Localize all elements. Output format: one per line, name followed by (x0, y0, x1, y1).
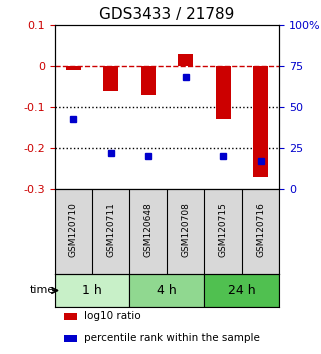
Text: GSM120648: GSM120648 (144, 202, 153, 257)
Text: 24 h: 24 h (228, 284, 256, 297)
Bar (55, 274, 129, 307)
Bar (178, 53, 193, 66)
Bar (64, 335, 77, 342)
Text: GSM120715: GSM120715 (219, 202, 228, 257)
Bar (204, 274, 279, 307)
Text: time: time (30, 285, 55, 296)
Bar (64, 313, 77, 320)
Text: percentile rank within the sample: percentile rank within the sample (84, 333, 260, 343)
Text: 1 h: 1 h (82, 284, 102, 297)
Bar (141, 66, 156, 95)
Text: GSM120710: GSM120710 (69, 202, 78, 257)
Text: GSM120716: GSM120716 (256, 202, 265, 257)
Text: GSM120708: GSM120708 (181, 202, 190, 257)
Bar (253, 66, 268, 177)
Bar (103, 66, 118, 91)
Bar (216, 66, 230, 119)
Text: 4 h: 4 h (157, 284, 177, 297)
Text: log10 ratio: log10 ratio (84, 311, 140, 321)
Text: GSM120711: GSM120711 (106, 202, 115, 257)
Bar (66, 66, 81, 70)
Title: GDS3433 / 21789: GDS3433 / 21789 (99, 7, 235, 22)
Bar (129, 274, 204, 307)
